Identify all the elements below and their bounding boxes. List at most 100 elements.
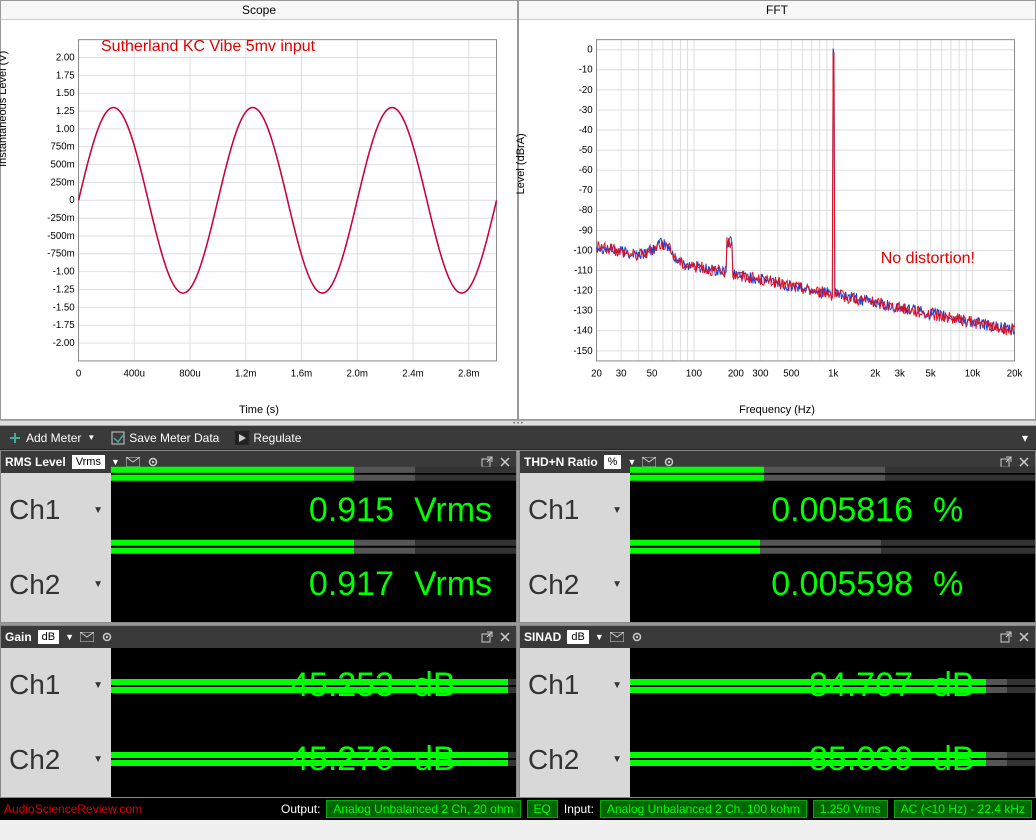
thdn-meter-panel: THD+N Ratio % ▼ Ch1▼ <box>519 450 1036 623</box>
svg-text:2.4m: 2.4m <box>402 368 423 379</box>
svg-text:-130: -130 <box>573 306 592 317</box>
svg-text:20k: 20k <box>1007 368 1023 379</box>
svg-text:20: 20 <box>591 368 602 379</box>
fft-title: FFT <box>519 1 1035 20</box>
charts-row: Scope Sutherland KC Vibe 5mv input 0400u… <box>0 0 1036 420</box>
gear-icon[interactable] <box>630 630 644 644</box>
scope-annotation: Sutherland KC Vibe 5mv input <box>101 38 315 56</box>
svg-text:-1.50: -1.50 <box>53 302 75 313</box>
svg-text:-90: -90 <box>579 225 593 236</box>
input-filter[interactable]: AC (<10 Hz) - 22.4 kHz <box>894 800 1032 818</box>
svg-text:-10: -10 <box>579 65 593 76</box>
svg-text:-1.25: -1.25 <box>53 284 75 295</box>
svg-text:-1.00: -1.00 <box>53 267 75 278</box>
svg-text:400u: 400u <box>124 368 145 379</box>
popout-icon[interactable] <box>480 630 494 644</box>
svg-text:5k: 5k <box>926 368 936 379</box>
svg-text:-150: -150 <box>573 346 592 357</box>
gain-ch2-row: Ch2▼ 45.270 dB <box>1 723 516 798</box>
add-meter-button[interactable]: Add Meter ▼ <box>4 429 99 447</box>
sinad-ch2-label: Ch2▼ <box>520 744 630 776</box>
sinad-ch2-display: 85.039 dB <box>630 723 1035 798</box>
svg-text:-2.00: -2.00 <box>53 338 75 349</box>
svg-text:-110: -110 <box>574 265 593 276</box>
thdn-unit-select[interactable]: % <box>604 455 622 469</box>
svg-text:-80: -80 <box>579 205 593 216</box>
rms-title: RMS Level <box>5 455 66 469</box>
sinad-meter-panel: SINAD dB ▼ Ch1▼ <box>519 625 1036 798</box>
gain-ch1-label: Ch1▼ <box>1 669 111 701</box>
scope-xlabel: Time (s) <box>239 404 279 416</box>
gear-icon[interactable] <box>100 630 114 644</box>
rms-ch2-row: Ch2▼ 0.917 Vrms <box>1 548 516 623</box>
rms-ch1-bars <box>111 437 516 512</box>
svg-text:200: 200 <box>728 368 744 379</box>
input-level[interactable]: 1.250 Vrms <box>813 800 888 818</box>
sinad-ch1-bars <box>630 649 1035 724</box>
svg-text:0: 0 <box>76 368 81 379</box>
gain-ch1-row: Ch1▼ 45.253 dB <box>1 648 516 723</box>
sinad-header: SINAD dB ▼ <box>520 626 1035 648</box>
sinad-ch2-row: Ch2▼ 85.039 dB <box>520 723 1035 798</box>
svg-text:-140: -140 <box>573 326 592 337</box>
svg-text:0: 0 <box>587 45 592 56</box>
scope-svg: 0400u800u1.2m1.6m2.0m2.4m2.8m -2.00-1.75… <box>41 30 507 388</box>
svg-text:-40: -40 <box>579 125 593 136</box>
scope-ylabel: Instantaneous Level (V) <box>0 51 9 167</box>
svg-text:10k: 10k <box>965 368 981 379</box>
sinad-unit-select[interactable]: dB <box>567 630 588 644</box>
svg-text:-50: -50 <box>579 145 593 156</box>
close-icon[interactable] <box>1017 630 1031 644</box>
sinad-ch1-label: Ch1▼ <box>520 669 630 701</box>
rms-unit-select[interactable]: Vrms <box>72 455 105 469</box>
fft-annotation: No distortion! <box>881 250 975 268</box>
envelope-icon[interactable] <box>80 630 94 644</box>
thdn-ch2-display: 0.005598 % <box>630 548 1035 623</box>
dropdown-icon[interactable]: ▼ <box>65 632 74 642</box>
sinad-ch1-display: 84.707 dB <box>630 648 1035 723</box>
eq-badge[interactable]: EQ <box>527 800 558 818</box>
sinad-body: Ch1▼ 84.707 dB Ch2▼ <box>520 648 1035 797</box>
svg-text:100: 100 <box>686 368 702 379</box>
sinad-ch2-bars <box>630 722 1035 797</box>
svg-text:-60: -60 <box>579 165 593 176</box>
dropdown-icon: ▼ <box>87 433 95 442</box>
svg-text:1.50: 1.50 <box>56 88 75 99</box>
svg-text:30: 30 <box>616 368 627 379</box>
fft-svg: 2030501002003005001k2k3k5k10k20k -150-14… <box>559 30 1025 388</box>
rms-body: Ch1▼ 0.915 Vrms Ch2▼ <box>1 473 516 622</box>
dropdown-icon[interactable]: ▼ <box>595 632 604 642</box>
close-icon[interactable] <box>498 630 512 644</box>
svg-text:-70: -70 <box>579 185 593 196</box>
svg-text:1k: 1k <box>828 368 838 379</box>
envelope-icon[interactable] <box>610 630 624 644</box>
svg-text:1.2m: 1.2m <box>235 368 256 379</box>
popout-icon[interactable] <box>999 630 1013 644</box>
output-value[interactable]: Analog Unbalanced 2 Ch, 20 ohm <box>326 800 520 818</box>
svg-text:-100: -100 <box>573 245 592 256</box>
svg-text:800u: 800u <box>179 368 200 379</box>
svg-text:-120: -120 <box>573 286 592 297</box>
svg-text:0: 0 <box>69 195 74 206</box>
thdn-ch2-label: Ch2▼ <box>520 569 630 601</box>
svg-text:500m: 500m <box>51 160 75 171</box>
svg-text:-500m: -500m <box>47 231 74 242</box>
input-value[interactable]: Analog Unbalanced 2 Ch, 100 kohm <box>600 800 807 818</box>
svg-text:-20: -20 <box>579 85 593 96</box>
status-bar: AudioScienceReview.com Output: Analog Un… <box>0 798 1036 820</box>
gain-header: Gain dB ▼ <box>1 626 516 648</box>
sinad-title: SINAD <box>524 630 561 644</box>
gain-ch1-bars <box>111 649 516 724</box>
svg-text:2.8m: 2.8m <box>458 368 479 379</box>
gain-ch2-bars <box>111 722 516 797</box>
gain-ch1-display: 45.253 dB <box>111 648 516 723</box>
output-label: Output: <box>281 802 320 816</box>
gain-meter-panel: Gain dB ▼ Ch1▼ <box>0 625 517 798</box>
rms-ch2-bars <box>111 509 516 584</box>
svg-text:750m: 750m <box>51 142 75 153</box>
fft-panel: FFT No distortion! 2030501002003005001k2… <box>518 0 1036 420</box>
svg-text:1.00: 1.00 <box>56 124 75 135</box>
gain-unit-select[interactable]: dB <box>38 630 59 644</box>
scope-chart-area: Sutherland KC Vibe 5mv input 0 400u 800u 1.… <box>1 20 517 418</box>
rms-meter-panel: RMS Level Vrms ▼ Ch1▼ <box>0 450 517 623</box>
